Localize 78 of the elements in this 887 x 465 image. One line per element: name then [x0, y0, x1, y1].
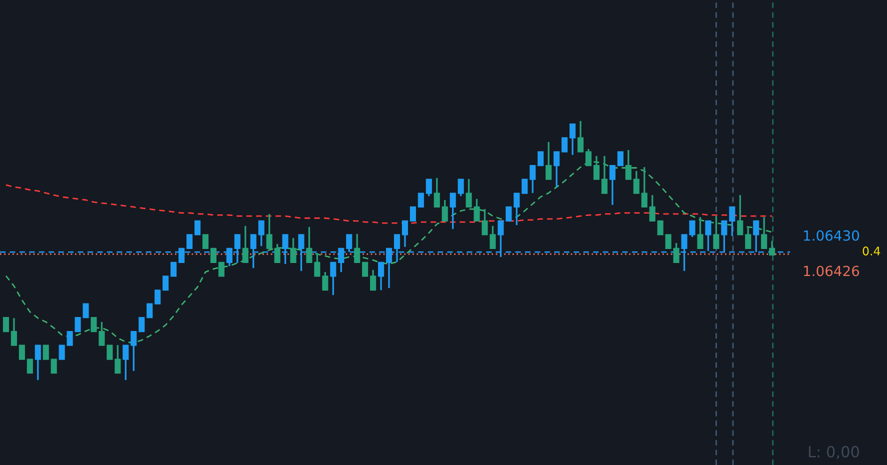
candlestick — [146, 303, 153, 318]
candlestick — [242, 225, 248, 264]
text: 1.06426 — [804, 266, 860, 276]
candlestick — [434, 177, 440, 208]
candlestick — [530, 164, 536, 194]
text: L: 0,00 — [808, 446, 859, 459]
candlestick — [58, 344, 65, 360]
candlestick — [170, 262, 177, 277]
candlestick — [74, 317, 81, 332]
candlestick — [578, 120, 584, 153]
candlestick — [665, 234, 672, 249]
candlestick — [562, 137, 568, 152]
candlestick — [546, 141, 552, 180]
candlestick — [122, 344, 129, 381]
candlestick — [625, 149, 632, 180]
candlestick — [202, 234, 209, 249]
candlestick — [42, 344, 49, 360]
candlestick — [538, 151, 544, 166]
candlestick — [769, 240, 776, 256]
candlestick — [418, 192, 424, 208]
candlestick — [34, 344, 41, 381]
candlestick — [274, 243, 280, 264]
candlestick — [354, 233, 360, 264]
candlestick — [705, 220, 712, 252]
candlestick — [458, 178, 464, 197]
candlestick — [26, 358, 33, 374]
candlestick — [218, 262, 224, 277]
candlestick — [50, 358, 57, 374]
candlestick — [442, 199, 448, 222]
candlestick — [322, 271, 328, 291]
candlestick — [673, 242, 680, 264]
candlestick — [370, 269, 376, 291]
candlestick — [601, 155, 608, 194]
candlestick — [266, 213, 272, 250]
candlestick — [402, 220, 408, 248]
candlestick — [570, 123, 576, 156]
candlestick — [290, 237, 296, 264]
candlestick — [82, 303, 89, 318]
candlestick — [378, 262, 384, 291]
candlestick — [593, 155, 600, 180]
candlestick — [697, 216, 704, 250]
candlestick — [330, 262, 336, 296]
candlestick — [410, 206, 416, 222]
candlestick — [522, 178, 528, 194]
candlestick — [649, 194, 656, 222]
candlestick — [10, 317, 17, 346]
text: 0.4 — [862, 246, 880, 256]
candlestick — [426, 178, 432, 197]
candlestick — [258, 220, 264, 247]
candlestick — [585, 148, 592, 166]
candlestick — [362, 262, 368, 277]
candlestick — [761, 216, 768, 250]
candlestick — [633, 170, 640, 194]
candlestick — [450, 192, 456, 230]
candlestick — [609, 164, 616, 206]
text: 1.06430 — [804, 230, 860, 241]
candlestick — [194, 220, 201, 236]
candlestick — [186, 234, 193, 249]
candlestick — [617, 151, 624, 166]
candlestick — [554, 150, 560, 188]
candlestick — [306, 226, 312, 264]
candlestick — [162, 276, 169, 291]
candlestick — [138, 317, 145, 332]
candlestick — [314, 252, 320, 277]
candlestick — [641, 166, 648, 208]
candlestick — [657, 220, 664, 236]
candlestick — [514, 192, 520, 226]
candlestick — [154, 290, 161, 304]
candlestick — [66, 331, 73, 346]
candlestick — [2, 317, 10, 332]
candlestick — [466, 178, 472, 208]
candlestick — [130, 330, 137, 372]
candlestick — [729, 206, 736, 237]
candlestick — [745, 226, 752, 250]
candlestick — [210, 248, 216, 263]
candlestick — [713, 215, 720, 250]
candlestick — [737, 194, 744, 236]
candlestick — [18, 344, 25, 360]
